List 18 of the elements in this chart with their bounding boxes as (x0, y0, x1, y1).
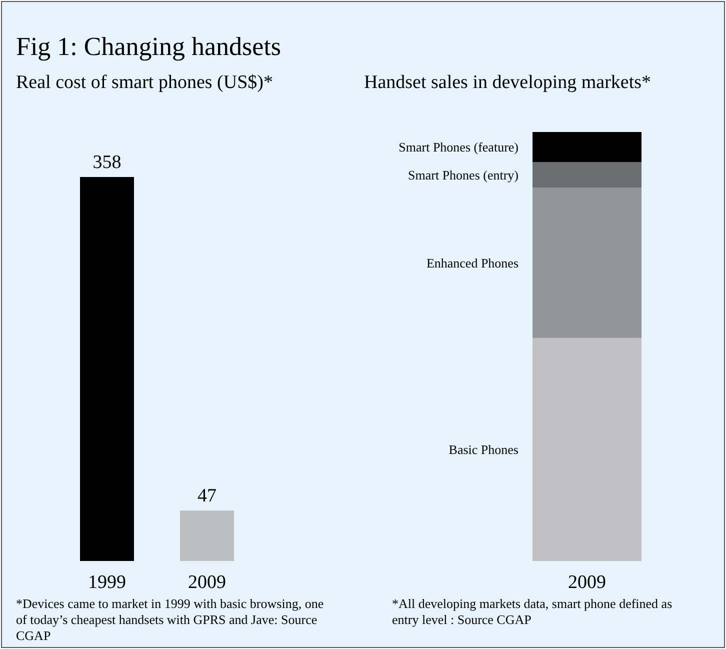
series-label: Smart Phones (entry) (408, 167, 518, 182)
text: *All developing markets data, smart phone defined as entry level : Source CGAP (392, 596, 674, 628)
x-tick-label: 2009 (188, 572, 226, 593)
bar (532, 338, 642, 561)
data-label: 358 (92, 152, 122, 174)
x-tick-label: 2009 (568, 572, 606, 593)
data-label: 47 (198, 486, 216, 507)
bar (532, 132, 642, 162)
chart-title: Fig 1: Changing handsets (16, 32, 282, 62)
x-tick-label: 1999 (88, 572, 126, 593)
bar (532, 188, 642, 338)
chart-subtitle: Real cost of smart phones (US$)* (16, 72, 274, 94)
chart-title: Handset sales in developing markets* (364, 72, 652, 94)
text: *Devices came to market in 1999 with basic browsing, one of today’s cheapest handsets with GPRS and Jave: Source CGAP (16, 596, 325, 644)
series-label: Smart Phones (feature) (398, 140, 518, 155)
bar (532, 162, 642, 188)
series-label: Basic Phones (448, 442, 518, 457)
series-label: Enhanced Phones (426, 255, 518, 270)
